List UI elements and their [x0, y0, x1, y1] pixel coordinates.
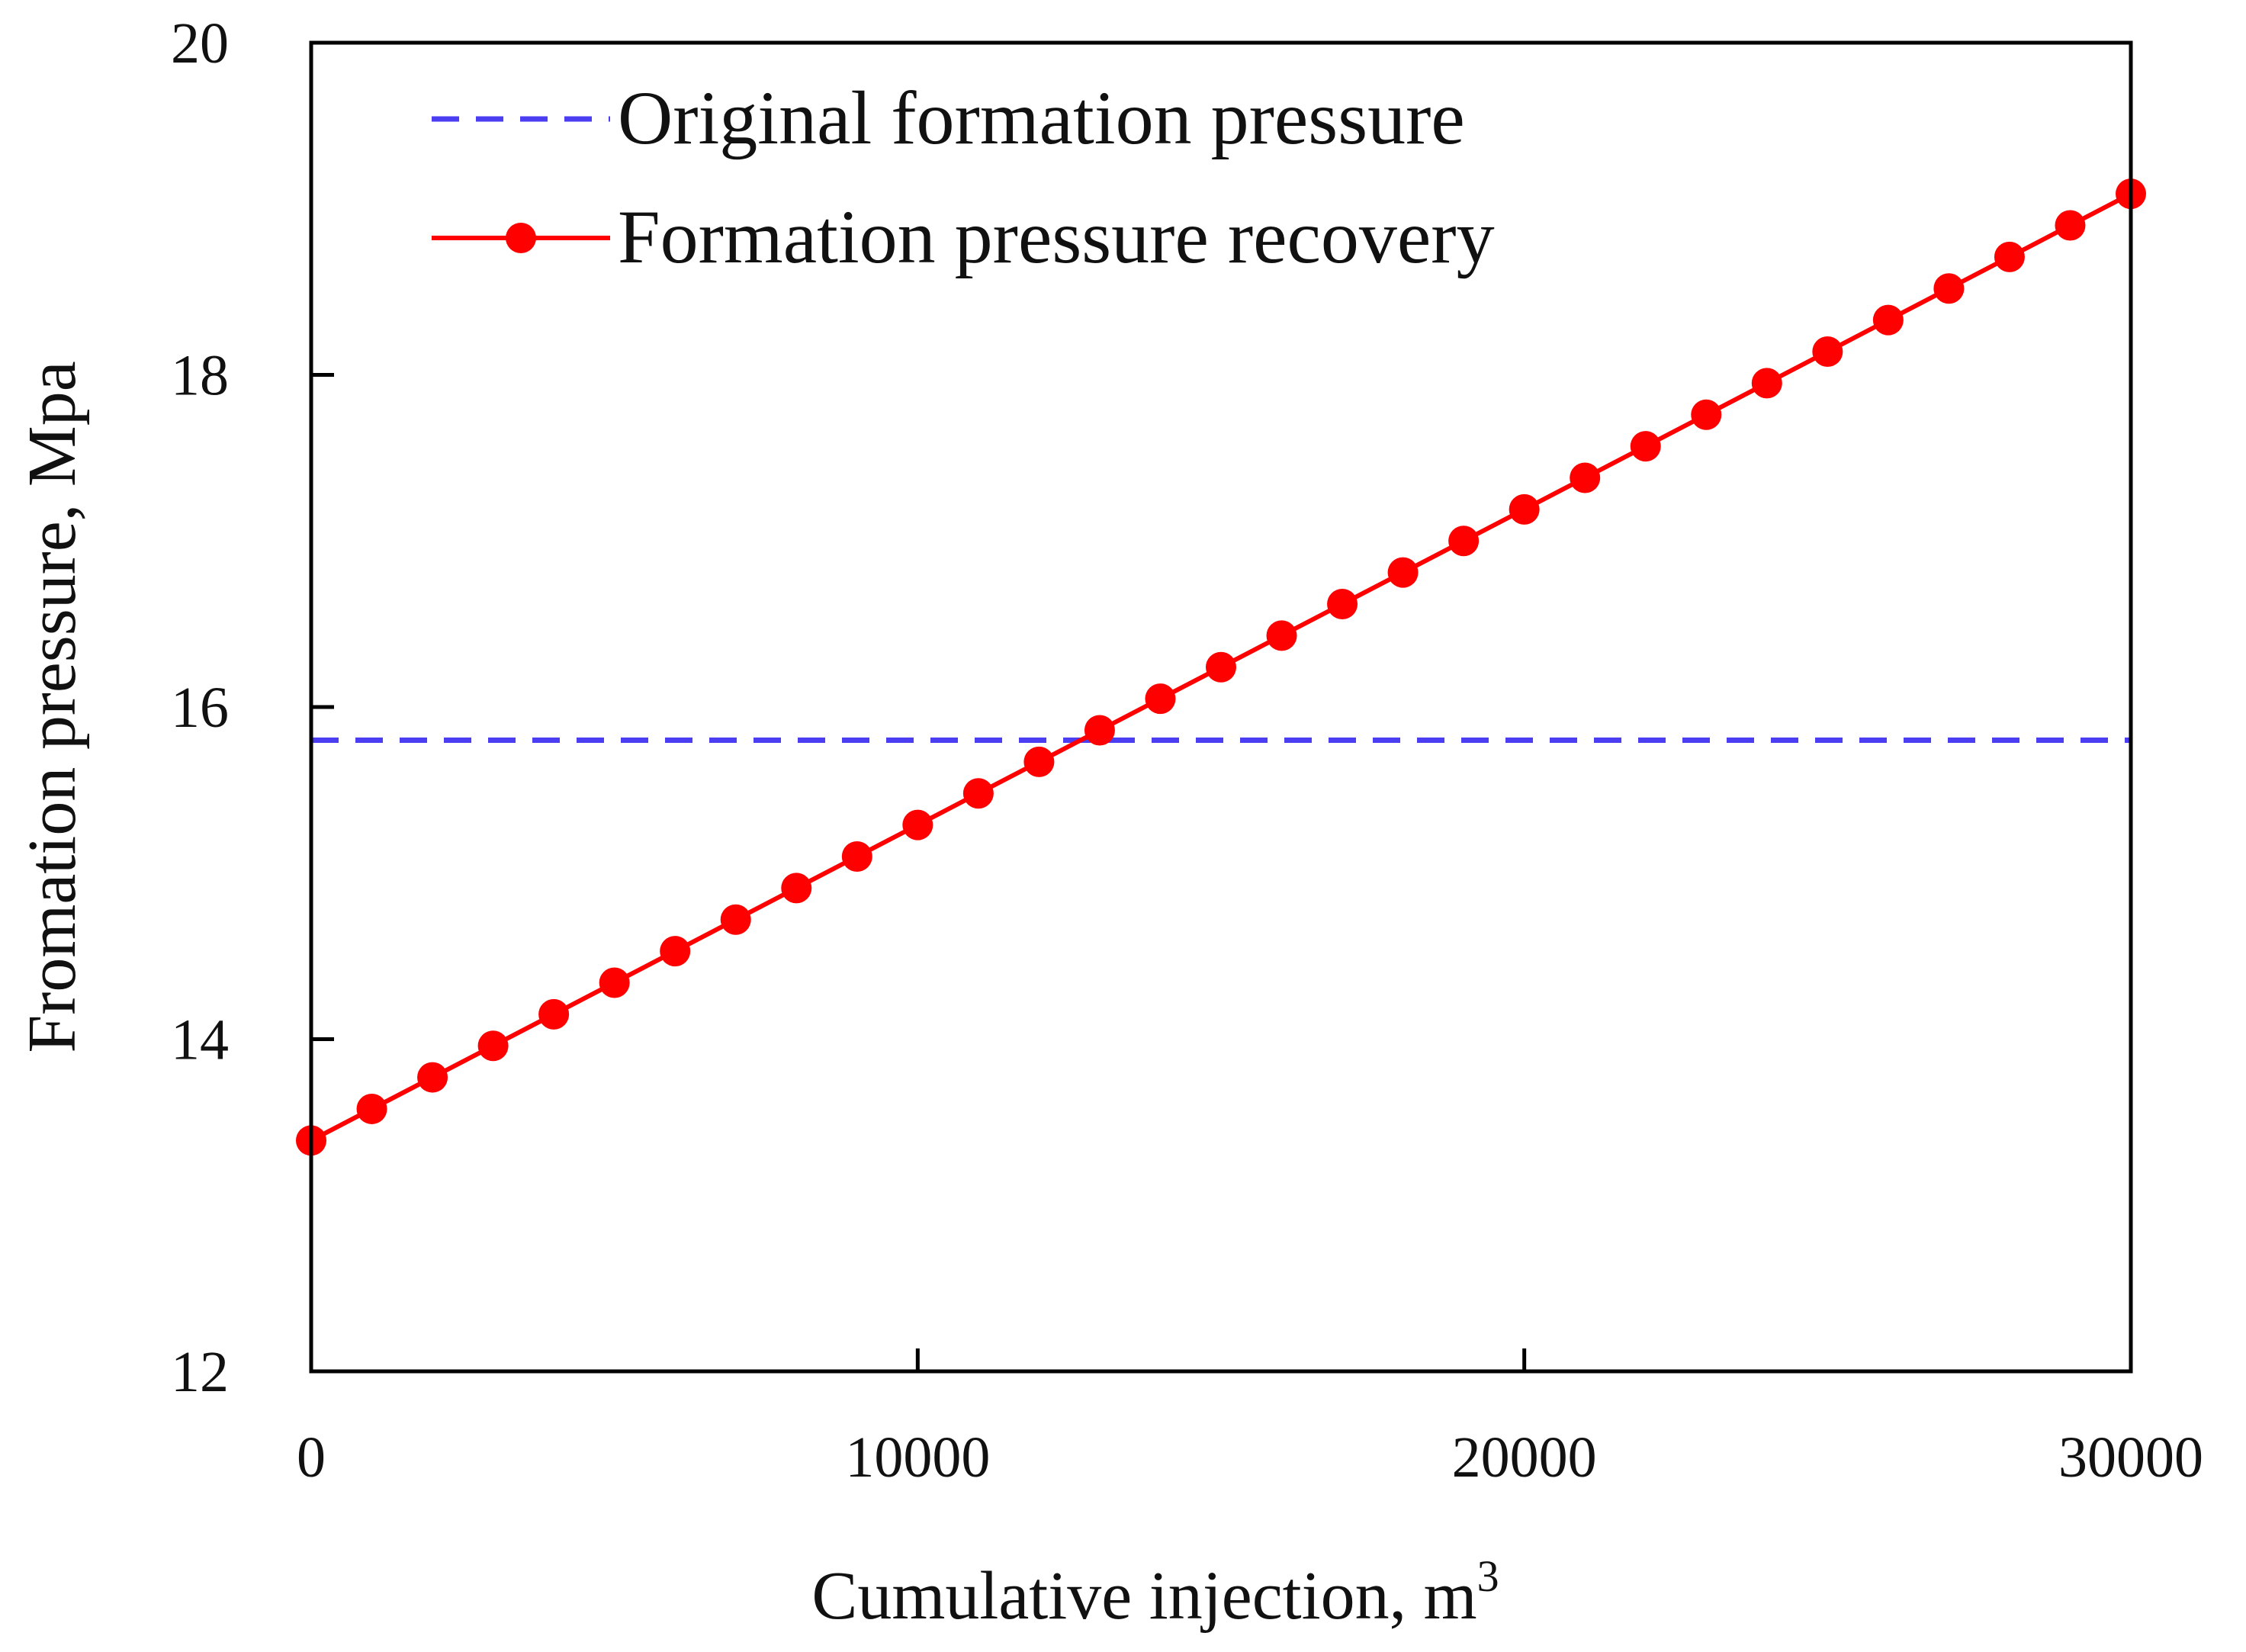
recovery-point — [1570, 462, 1601, 493]
y-tick-label: 12 — [171, 1340, 229, 1404]
x-tick-label: 10000 — [845, 1425, 990, 1490]
x-axis-title-text: Cumulative injection, m — [811, 1558, 1476, 1634]
recovery-point — [841, 840, 872, 872]
x-tick-label: 20000 — [1452, 1425, 1597, 1490]
recovery-point — [538, 998, 570, 1030]
y-tick-label: 14 — [171, 1008, 229, 1072]
recovery-point — [1630, 431, 1661, 462]
y-tick-label: 20 — [171, 11, 229, 76]
legend-marker-recovery — [506, 223, 536, 253]
recovery-point — [1023, 746, 1055, 777]
x-tick-label: 30000 — [2058, 1425, 2203, 1490]
recovery-point — [962, 778, 994, 809]
recovery-point — [720, 904, 751, 935]
recovery-point — [1812, 336, 1843, 368]
recovery-point — [1691, 399, 1722, 430]
recovery-point — [1448, 525, 1480, 557]
recovery-point — [1751, 368, 1782, 399]
recovery-point — [1266, 620, 1297, 651]
x-axis-title: Cumulative injection, m3 — [811, 1551, 1499, 1634]
y-tick-label: 18 — [171, 344, 229, 408]
recovery-point — [477, 1030, 509, 1062]
recovery-point — [2055, 210, 2086, 241]
legend-label-original: Original formation pressure — [618, 76, 1465, 160]
recovery-point — [1933, 273, 1965, 304]
labels-layer: 0 10000 20000 30000 12 14 16 18 20 — [171, 11, 2203, 1490]
recovery-point — [660, 936, 691, 967]
recovery-point — [417, 1062, 448, 1093]
plot-frame — [309, 40, 2133, 1374]
y-tick-label: 16 — [171, 676, 229, 740]
recovery-point — [599, 967, 630, 998]
series-layer — [296, 178, 2146, 1156]
recovery-point — [781, 873, 812, 904]
recovery-point — [1994, 241, 2025, 272]
y-axis-title: Fromation pressure, Mpa — [14, 361, 90, 1053]
recovery-point — [1084, 715, 1115, 746]
recovery-point — [1206, 651, 1236, 683]
recovery-point — [1145, 683, 1176, 715]
legend-label-recovery: Formation pressure recovery — [618, 194, 1495, 279]
legend: Original formation pressure Formation pr… — [432, 76, 1495, 279]
recovery-point — [1327, 588, 1358, 619]
recovery-point — [356, 1093, 387, 1124]
x-tick-label: 0 — [297, 1425, 326, 1490]
recovery-point — [1387, 557, 1419, 588]
recovery-point — [1509, 493, 1540, 525]
x-axis-title-superscript: 3 — [1477, 1551, 1499, 1601]
recovery-point — [902, 809, 933, 840]
recovery-point — [1872, 304, 1904, 336]
